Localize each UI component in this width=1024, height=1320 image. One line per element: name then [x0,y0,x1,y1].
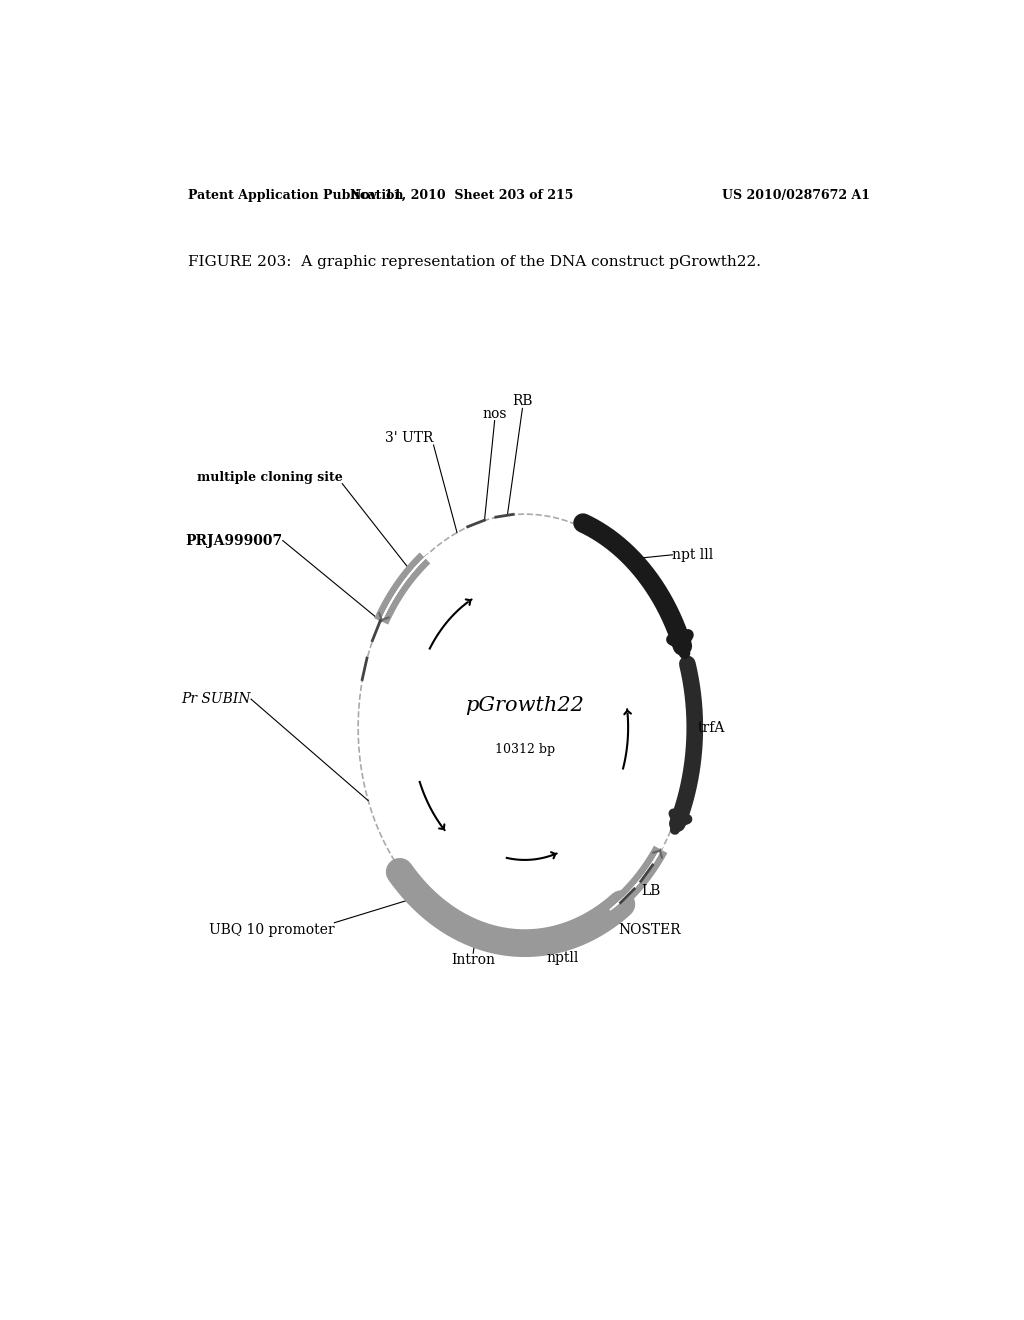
Text: US 2010/0287672 A1: US 2010/0287672 A1 [722,189,870,202]
Text: trfA: trfA [697,721,725,735]
Text: Nov. 11, 2010  Sheet 203 of 215: Nov. 11, 2010 Sheet 203 of 215 [349,189,573,202]
Text: Pr SUBIN: Pr SUBIN [181,692,251,706]
Text: nos: nos [482,407,507,421]
Text: Intron: Intron [452,953,496,968]
Text: 3' UTR: 3' UTR [385,432,433,445]
Text: FIGURE 203:  A graphic representation of the DNA construct pGrowth22.: FIGURE 203: A graphic representation of … [187,255,761,269]
Text: LB: LB [641,884,660,898]
Text: nptll: nptll [546,952,579,965]
Text: NOSTER: NOSTER [618,923,681,937]
Text: npt lll: npt lll [673,548,714,562]
Text: RB: RB [512,395,532,408]
Text: Patent Application Publication: Patent Application Publication [187,189,403,202]
Text: pGrowth22: pGrowth22 [465,696,585,714]
Text: 10312 bp: 10312 bp [495,743,555,756]
Text: multiple cloning site: multiple cloning site [197,471,342,483]
Text: PRJA999007: PRJA999007 [185,533,283,548]
Text: UBQ 10 promoter: UBQ 10 promoter [209,923,334,937]
